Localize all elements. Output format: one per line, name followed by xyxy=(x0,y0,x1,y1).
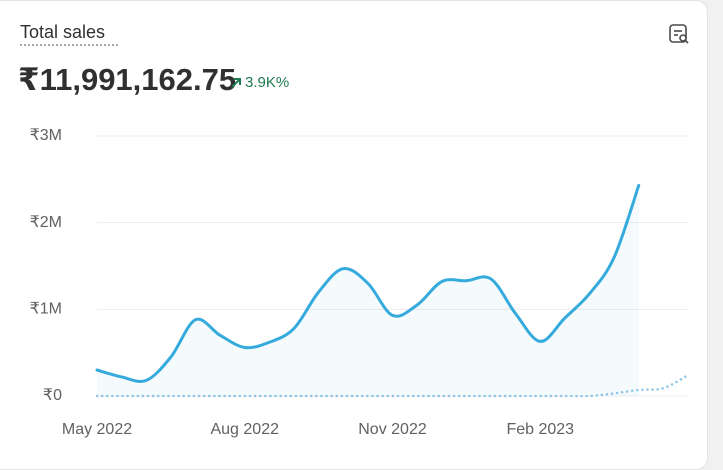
y-tick-label: ₹2M xyxy=(30,214,62,231)
trend-arrow xyxy=(231,78,241,88)
y-tick-label: ₹3M xyxy=(30,127,62,144)
chart-title[interactable]: Total sales xyxy=(20,22,105,42)
change-value: 3.9K% xyxy=(245,74,289,91)
page: Total sales ₹11,991,162.75 3.9K% ₹0 ₹1M ₹2… xyxy=(0,0,708,470)
x-tick-label: Aug 2022 xyxy=(210,421,279,438)
x-tick-label: Feb 2023 xyxy=(506,421,574,438)
comparison-line xyxy=(95,373,690,398)
x-tick-label: May 2022 xyxy=(62,421,132,438)
series-area xyxy=(97,185,639,396)
y-tick-label: ₹0 xyxy=(43,387,62,404)
total-value: ₹11,991,162.75 xyxy=(18,62,236,97)
y-tick-label: ₹1M xyxy=(30,301,62,318)
series-line xyxy=(95,183,641,383)
card xyxy=(0,0,708,470)
chart: Total sales ₹11,991,162.75 3.9K% ₹0 ₹1M ₹2… xyxy=(18,22,690,438)
table-icon[interactable] xyxy=(669,24,689,44)
x-tick-label: Nov 2022 xyxy=(358,421,427,438)
